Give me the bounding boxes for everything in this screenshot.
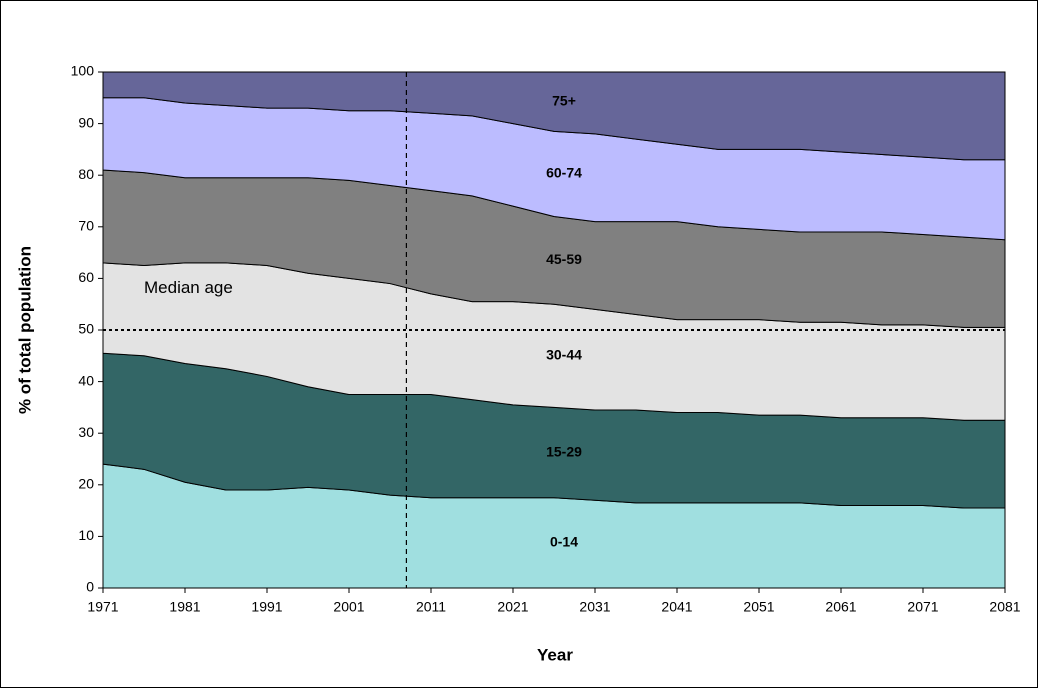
x-tick-label: 2031 <box>579 599 610 615</box>
y-axis-label: % of total population <box>15 246 34 414</box>
y-tick-label: 30 <box>78 424 94 440</box>
annotation: Median age <box>144 278 233 297</box>
y-tick-label: 40 <box>78 372 94 388</box>
y-tick-label: 70 <box>78 218 94 234</box>
x-tick-label: 2081 <box>989 599 1020 615</box>
y-tick-label: 0 <box>86 579 94 595</box>
x-tick-label: 2021 <box>497 599 528 615</box>
x-tick-label: 1971 <box>87 599 118 615</box>
x-axis-label: Year <box>537 645 573 664</box>
y-tick-label: 50 <box>78 321 94 337</box>
x-tick-label: 2011 <box>416 599 446 615</box>
y-tick-label: 20 <box>78 476 94 492</box>
area-label: 60-74 <box>546 165 582 181</box>
x-tick-label: 2051 <box>743 599 774 615</box>
area-label: 75+ <box>552 92 576 108</box>
area-label: 45-59 <box>546 251 582 267</box>
area-label: 15-29 <box>546 443 582 459</box>
x-tick-label: 2001 <box>333 599 364 615</box>
y-tick-label: 90 <box>78 114 94 130</box>
y-tick-label: 100 <box>71 63 95 79</box>
y-tick-label: 60 <box>78 269 94 285</box>
y-tick-label: 80 <box>78 166 94 182</box>
x-tick-label: 1981 <box>169 599 200 615</box>
x-tick-label: 2041 <box>661 599 692 615</box>
x-tick-label: 2061 <box>825 599 856 615</box>
area-label: 0-14 <box>550 534 578 550</box>
area <box>102 71 1006 161</box>
x-tick-label: 1991 <box>251 599 282 615</box>
x-tick-label: 2071 <box>907 599 938 615</box>
area-label: 30-44 <box>546 347 582 363</box>
y-tick-label: 10 <box>78 527 94 543</box>
